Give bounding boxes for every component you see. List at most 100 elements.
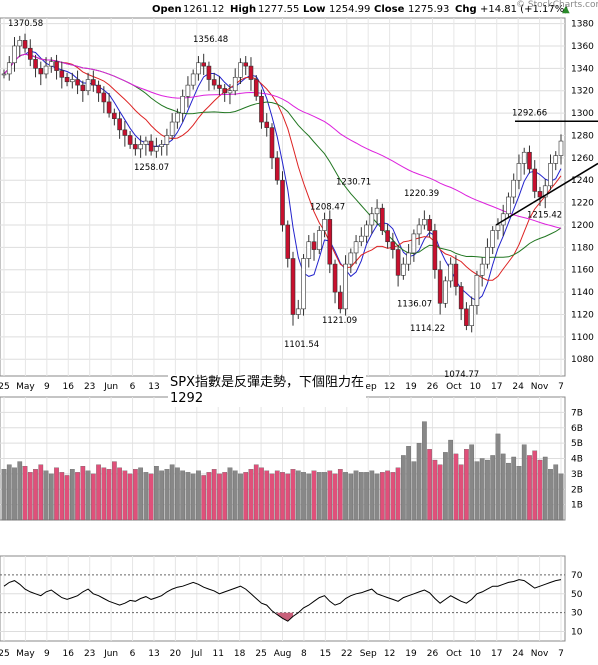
volume-bar [127, 473, 133, 521]
volume-bar [154, 466, 159, 521]
top-x-tick-label: 6 [130, 382, 136, 392]
volume-bar [348, 473, 354, 521]
volume-bar [75, 472, 80, 521]
top-x-tick-label: 24 [512, 382, 524, 392]
volume-bar [548, 469, 553, 521]
open-label: Open [152, 4, 182, 15]
volume-bar [169, 464, 175, 521]
candle-down [327, 219, 333, 265]
volume-bar [280, 472, 285, 521]
candle-up [448, 263, 453, 282]
volume-bar [516, 466, 522, 521]
candle-up [85, 79, 91, 92]
candle-up [348, 252, 354, 265]
volume-bar [469, 444, 475, 521]
close-value: 1275.93 [408, 4, 450, 15]
annotation-line-1: SPX指數是反彈走勢，下個阻力在 [170, 375, 364, 390]
volume-bar [159, 470, 164, 521]
candle-up [422, 219, 427, 226]
volume-bar [117, 467, 122, 521]
price-tick-label: 1200 [571, 221, 594, 231]
volume-bar [180, 470, 186, 521]
candle-down [458, 286, 464, 310]
candle-up [185, 84, 191, 97]
price-tick-label: 1160 [571, 266, 594, 276]
volume-bar [101, 467, 107, 521]
candle-down [464, 308, 469, 326]
rsi-tick-label: 30 [571, 609, 583, 619]
volume-bar [48, 473, 54, 521]
annotation-text: SPX指數是反彈走勢，下個阻力在 1292 [168, 375, 366, 407]
volume-bar [311, 470, 317, 521]
volume-bar [201, 475, 207, 521]
candle-down [122, 129, 128, 136]
top-x-tick-label: Oct [446, 382, 462, 392]
volume-bar [80, 466, 86, 521]
candle-down [259, 96, 264, 123]
candle-down [80, 84, 86, 92]
price-annotation: 1370.58 [8, 19, 43, 29]
candle-up [295, 308, 301, 315]
candle-down [432, 230, 438, 271]
candle-down [285, 224, 291, 259]
volume-bar [17, 461, 23, 521]
top-x-tick-label: 13 [148, 382, 159, 392]
top-x-tick-label: Sep [360, 382, 377, 392]
volume-bar [122, 470, 128, 521]
volume-bar [111, 461, 117, 521]
candle-down [243, 62, 249, 67]
volume-tick-label: 4B [571, 455, 583, 465]
bottom-x-tick-label: 16 [63, 649, 75, 659]
candle-up [353, 241, 359, 254]
candle-down [54, 61, 59, 71]
stockcharts-logo: © StockCharts.com [516, 0, 598, 10]
candle-down [453, 263, 459, 287]
candle-up [521, 151, 527, 164]
volume-tick-label: 2B [571, 485, 583, 495]
bottom-x-tick-label: 17 [491, 649, 502, 659]
candle-up [138, 144, 143, 150]
candle-up [164, 135, 170, 145]
volume-bar [500, 453, 506, 521]
candle-up [175, 112, 180, 123]
ma-magenta-line [3, 53, 562, 229]
top-x-tick-label: 23 [84, 382, 95, 392]
top-x-tick-label: 10 [470, 382, 482, 392]
candle-down [38, 68, 44, 75]
price-tick-label: 1340 [571, 64, 594, 74]
quote-header: Open 1261.12 High 1277.55 Low 1254.99 Cl… [0, 0, 598, 18]
bottom-x-tick-label: Jun [103, 649, 118, 659]
volume-bar [206, 472, 212, 521]
volume-bar [558, 473, 564, 521]
volume-bar [64, 475, 70, 521]
bottom-x-tick-label: 10 [470, 649, 482, 659]
chg-label: Chg [455, 4, 477, 15]
candle-down [201, 62, 206, 67]
candle-down [269, 127, 275, 159]
bottom-x-tick-label: 15 [320, 649, 331, 659]
bottom-x-tick-label: 13 [148, 649, 159, 659]
candle-up [232, 76, 238, 92]
close-label: Close [374, 4, 405, 15]
candle-down [133, 144, 138, 150]
volume-bar [506, 462, 511, 521]
volume-bar [175, 467, 180, 521]
volume-bar [411, 461, 417, 521]
candle-down [338, 291, 343, 310]
bottom-x-tick-label: Sep [360, 649, 377, 659]
top-x-tick-label: 26 [427, 382, 439, 392]
price-tick-label: 1300 [571, 109, 594, 119]
volume-bar [453, 453, 459, 521]
bottom-x-tick-label: 12 [384, 649, 395, 659]
candle-down [532, 168, 538, 192]
top-x-tick-label: 17 [491, 382, 502, 392]
bottom-x-tick-label: Jul [190, 649, 202, 659]
bottom-x-tick-label: Oct [446, 649, 462, 659]
price-annotation: 1208.47 [310, 202, 345, 212]
volume-bar [374, 473, 380, 521]
rsi-tick-label: 70 [571, 571, 583, 581]
price-tick-label: 1260 [571, 154, 594, 164]
price-tick-label: 1180 [571, 243, 594, 253]
candle-down [27, 47, 33, 60]
